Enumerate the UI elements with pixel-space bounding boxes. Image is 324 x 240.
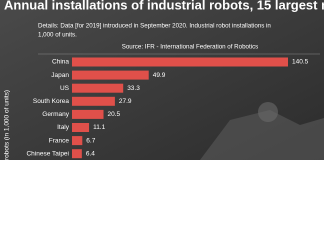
- source: Source: IFR - International Federation o…: [122, 44, 259, 51]
- bar: [72, 123, 90, 132]
- category-label: France: [49, 137, 70, 144]
- details-line: 1,000 of units.: [38, 32, 77, 39]
- value-label: 6.7: [86, 137, 95, 144]
- category-label: China: [52, 59, 69, 66]
- value-label: 33.3: [127, 85, 140, 92]
- value-label: 140.5: [292, 59, 309, 66]
- robot-arm-decoration: [200, 110, 324, 160]
- value-label: 27.9: [119, 98, 132, 105]
- category-label: US: [60, 85, 70, 92]
- bar: [72, 83, 124, 93]
- category-label: Japan: [51, 72, 69, 79]
- y-axis-label: robots (in 1,000 of units): [4, 90, 11, 160]
- category-label: South Korea: [33, 98, 70, 105]
- value-label: 49.9: [153, 72, 166, 79]
- robot-joint-decoration: [258, 102, 278, 122]
- bar: [72, 149, 82, 159]
- value-label: 6.4: [86, 150, 95, 157]
- category-label: Italy: [57, 124, 70, 131]
- value-label: 11.1: [93, 124, 106, 131]
- chart: Annual installations of industrial robot…: [0, 0, 324, 160]
- bar: [72, 136, 83, 146]
- category-label: Germany: [42, 111, 69, 118]
- bar: [72, 70, 149, 80]
- bar: [72, 57, 288, 67]
- bar: [72, 96, 115, 106]
- value-label: 20.5: [108, 111, 121, 118]
- details-line: Details: Data [for 2019] introduced in S…: [38, 23, 271, 30]
- bar: [72, 109, 104, 119]
- chart-title: Annual installations of industrial robot…: [4, 0, 324, 12]
- category-label: Chinese Taipei: [26, 150, 69, 157]
